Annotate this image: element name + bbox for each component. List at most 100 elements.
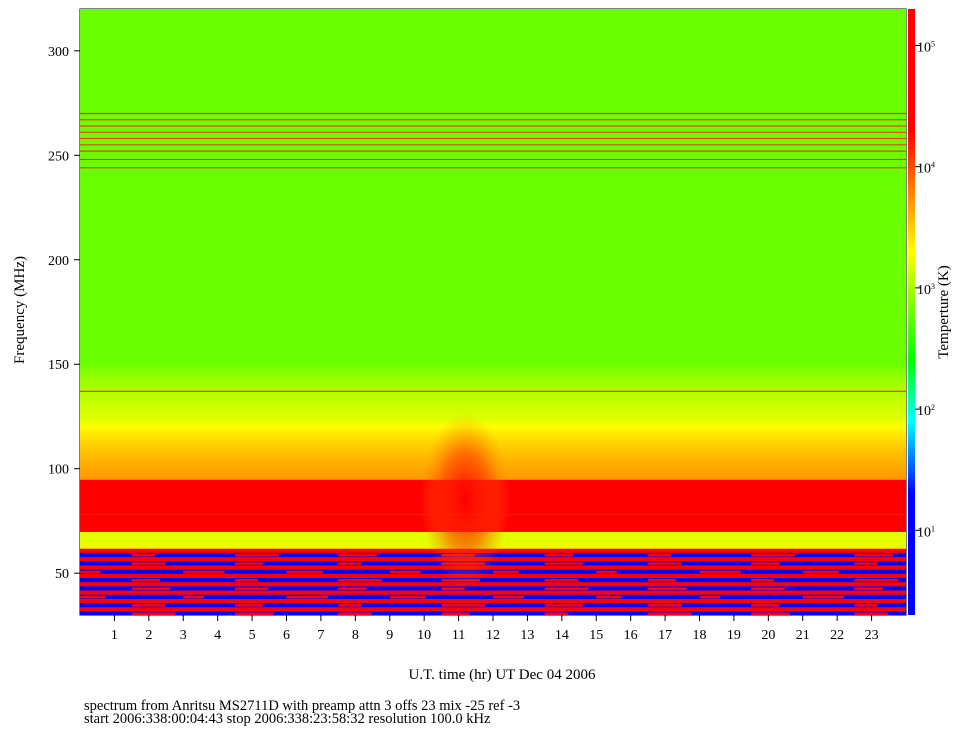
heatmap-cell (286, 587, 318, 590)
heatmap-row (80, 592, 906, 595)
heatmap-row (80, 211, 906, 215)
heatmap-cell (544, 595, 574, 599)
heatmap-cell (751, 612, 790, 615)
heatmap-row (80, 205, 906, 209)
heatmap-cell (802, 604, 829, 607)
heatmap-row (80, 399, 906, 403)
heatmap-row (80, 149, 906, 152)
heatmap-cell (338, 553, 377, 557)
heatmap-row (80, 403, 906, 407)
x-tick-label: 19 (727, 628, 741, 643)
heatmap-row (80, 261, 906, 265)
heatmap-row (80, 46, 906, 50)
heatmap-row (80, 77, 906, 81)
heatmap-row (80, 360, 906, 363)
heatmap-cell (751, 579, 775, 582)
heatmap-row (80, 209, 906, 213)
x-tick-label: 22 (830, 628, 844, 643)
heatmap-row (80, 343, 906, 347)
heatmap-cell (596, 562, 633, 565)
heatmap-row (80, 243, 906, 246)
heatmap-cell (596, 595, 623, 599)
heatmap-row (80, 295, 906, 298)
heatmap-cell (699, 570, 741, 574)
x-axis-title: U.T. time (hr) UT Dec 04 2006 (409, 667, 596, 683)
heatmap-layer (80, 9, 906, 615)
heatmap-row (80, 36, 906, 39)
heatmap-row (80, 48, 906, 52)
heatmap-row (80, 307, 906, 311)
heatmap-row (80, 286, 906, 290)
heatmap-row (80, 257, 906, 261)
heatmap-cell (234, 562, 264, 565)
heatmap-row (80, 17, 906, 21)
heatmap-cell (854, 579, 899, 582)
heatmap-row (80, 383, 906, 386)
heatmap-row (80, 330, 906, 334)
heatmap-cell (389, 595, 426, 599)
heatmap-cell (286, 579, 308, 582)
heatmap-cell (493, 579, 530, 582)
heatmap-row (80, 575, 906, 578)
x-tick-label: 9 (386, 628, 393, 643)
heatmap-row (80, 94, 906, 98)
x-tick-label: 10 (417, 628, 431, 643)
footer-time-range: start 2006:338:00:04:43 stop 2006:338:23… (84, 711, 491, 727)
heatmap-row (80, 230, 906, 234)
heatmap-cell (286, 570, 323, 574)
heatmap-row (80, 178, 906, 181)
heatmap-cell (131, 553, 155, 557)
heatmap-row (80, 391, 906, 395)
heatmap-row (80, 38, 906, 41)
heatmap-cell (234, 570, 274, 574)
heatmap-row (80, 583, 906, 587)
heatmap-row (80, 581, 906, 585)
heatmap-row (80, 266, 906, 269)
heatmap-row (80, 134, 906, 138)
y-axis-title: Frequency (MHz) (12, 256, 28, 364)
heatmap-cell (286, 595, 328, 599)
heatmap-row (80, 240, 906, 244)
heatmap-row (80, 180, 906, 184)
heatmap-row (80, 247, 906, 250)
heatmap-row (80, 236, 906, 240)
heatmap-cell (441, 595, 475, 599)
heatmap-row (80, 19, 906, 23)
x-tick-label: 13 (520, 628, 534, 643)
heatmap-cell (544, 562, 584, 565)
heatmap-row (80, 31, 906, 35)
heatmap-cell (80, 587, 122, 590)
heatmap-row (80, 107, 906, 110)
heatmap-row (80, 297, 906, 301)
heatmap-row (80, 132, 906, 135)
heatmap-cell (389, 612, 421, 615)
heatmap-cell (596, 553, 623, 557)
heatmap-row (80, 351, 906, 355)
heatmap-cell (544, 587, 589, 590)
heatmap-row (80, 42, 906, 46)
heatmap-row (80, 44, 906, 48)
heatmap-row (80, 184, 906, 188)
heatmap-cell (647, 612, 692, 615)
heatmap-row (80, 69, 906, 73)
heatmap-row (80, 585, 906, 589)
heatmap-cell (131, 579, 161, 582)
heatmap-row (80, 151, 906, 154)
heatmap-row (80, 608, 906, 612)
heatmap-row (80, 284, 906, 288)
heatmap-row (80, 115, 906, 119)
heatmap-row (80, 67, 906, 71)
heatmap-cell (544, 604, 584, 607)
heatmap-row (80, 368, 906, 372)
heatmap-row (80, 318, 906, 321)
heatmap-row (80, 103, 906, 106)
heatmap-row (80, 289, 906, 292)
heatmap-cell (751, 604, 780, 607)
heatmap-row (80, 203, 906, 207)
heatmap-cell (751, 570, 790, 574)
heatmap-row (80, 341, 906, 344)
heatmap-row (80, 418, 906, 422)
heatmap-row (80, 226, 906, 230)
colorbar-tick-label: 105 (917, 39, 935, 55)
